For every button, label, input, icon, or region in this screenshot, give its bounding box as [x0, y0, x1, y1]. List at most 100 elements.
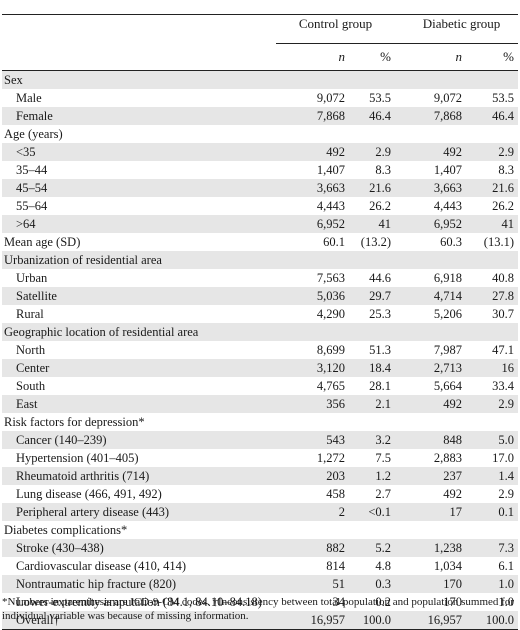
- diabetic-n-cell: 492: [395, 395, 466, 413]
- diabetic-pct-cell: (13.1): [483, 235, 514, 249]
- row-label: Cancer (140–239): [2, 431, 276, 449]
- control-pct-cell: 7.5: [375, 451, 391, 465]
- control-n-cell: [276, 251, 349, 269]
- row-label: Hypertension (401–405): [16, 451, 139, 465]
- diabetic-n-cell: 492: [443, 487, 462, 501]
- diabetic-pct-cell: 1.4: [466, 467, 518, 485]
- diabetic-n-cell: 9,072: [433, 91, 462, 105]
- diabetic-n-cell: 1,238: [395, 539, 466, 557]
- diabetic-pct-cell: 2.9: [466, 395, 518, 413]
- control-n-cell: 356: [276, 395, 349, 413]
- control-n-cell: 6,952: [276, 215, 349, 233]
- diabetic-n-cell: 60.3: [440, 235, 462, 249]
- control-pct-cell: 4.8: [375, 559, 391, 573]
- diabetic-pct-cell: [466, 70, 518, 89]
- control-n-cell: [276, 323, 349, 341]
- diabetic-n-cell: 7,868: [395, 107, 466, 125]
- control-pct-cell: 28.1: [369, 379, 391, 393]
- control-pct-cell: [349, 251, 395, 269]
- diabetic-pct-cell: [466, 323, 518, 341]
- diabetic-pct-cell: 33.4: [492, 379, 514, 393]
- control-n-cell: 1,407: [316, 163, 345, 177]
- diabetic-n-cell: [395, 251, 466, 269]
- diabetic-n-cell: 492: [395, 143, 466, 161]
- control-n-cell: 1,272: [316, 451, 345, 465]
- row-label: South: [16, 379, 46, 393]
- control-pct-cell: 2.1: [349, 395, 395, 413]
- row-label: Lower-extremity amputation (84.1, 84.10–…: [16, 595, 262, 609]
- diabetic-n-cell: [395, 413, 466, 431]
- control-pct-cell: [349, 521, 395, 539]
- control-pct-cell: 53.5: [369, 91, 391, 105]
- row-label: 35–44: [16, 163, 48, 177]
- row-label: Satellite: [2, 287, 276, 305]
- control-pct-cell: 100.0: [349, 611, 395, 630]
- diabetic-pct-cell: 100.0: [466, 611, 518, 630]
- diabetic-n-cell: [395, 323, 466, 341]
- table-row: 45–54 3,663 21.6 3,663 21.6: [2, 179, 518, 197]
- control-pct-cell: [349, 323, 395, 341]
- control-n-cell: [276, 70, 349, 89]
- control-pct-cell: 21.6: [349, 179, 395, 197]
- diabetic-n-cell: 2,713: [395, 359, 466, 377]
- diabetic-n-header: n: [395, 43, 466, 71]
- row-label: Overall†: [2, 611, 276, 630]
- control-n-cell: 7,868: [276, 107, 349, 125]
- diabetic-n-cell: 6,952: [395, 215, 466, 233]
- diabetic-n-cell: 5,664: [433, 379, 462, 393]
- table-row: Rural 4,290 25.3 5,206 30.7: [2, 305, 518, 323]
- row-label: Risk factors for depression*: [4, 415, 145, 429]
- control-n-header: n: [276, 43, 349, 71]
- table-row: South 4,765 28.1 5,664 33.4: [2, 377, 518, 395]
- section-row: Diabetes complications*: [2, 521, 518, 539]
- table-row: North 8,699 51.3 7,987 47.1: [2, 341, 518, 359]
- control-n-cell: 2: [276, 503, 349, 521]
- control-pct-cell: 0.2: [375, 595, 391, 609]
- diabetic-n-cell: 237: [395, 467, 466, 485]
- control-n-cell: 8,699: [316, 343, 345, 357]
- table-row: Male 9,072 53.5 9,072 53.5: [2, 89, 518, 107]
- table-row: Overall† 16,957 100.0 16,957 100.0: [2, 611, 518, 630]
- row-label: <35: [2, 143, 276, 161]
- diabetic-n-cell: [395, 125, 466, 143]
- control-n-cell: [276, 413, 349, 431]
- diabetic-pct-header: %: [466, 43, 518, 71]
- diabetic-pct-cell: 40.8: [492, 271, 514, 285]
- row-label: Rural: [16, 307, 44, 321]
- control-pct-cell: 5.2: [349, 539, 395, 557]
- diabetic-n-cell: 848: [395, 431, 466, 449]
- control-pct-cell: 1.2: [349, 467, 395, 485]
- diabetic-n-cell: 170: [395, 575, 466, 593]
- control-n-cell: 3,120: [276, 359, 349, 377]
- control-n-cell: [276, 521, 349, 539]
- control-n-cell: 4,443: [316, 199, 345, 213]
- table-footnote: *Numbers in parenthesis are ICD-9-CM cod…: [2, 596, 514, 622]
- diabetic-pct-cell: 8.3: [498, 163, 514, 177]
- table-row: Urban 7,563 44.6 6,918 40.8: [2, 269, 518, 287]
- control-pct-cell: (13.2): [360, 235, 391, 249]
- diabetic-n-cell: 3,663: [395, 179, 466, 197]
- row-label: Male: [16, 91, 42, 105]
- diabetic-pct-cell: 1.0: [466, 575, 518, 593]
- diabetic-n-cell: [395, 521, 466, 539]
- control-pct-cell: 51.3: [369, 343, 391, 357]
- control-pct-header: %: [349, 43, 395, 71]
- table-row: >64 6,952 41 6,952 41: [2, 215, 518, 233]
- diabetic-pct-cell: 17.0: [492, 451, 514, 465]
- diabetic-pct-cell: 2.9: [498, 487, 514, 501]
- control-pct-cell: 25.3: [369, 307, 391, 321]
- control-n-cell: 543: [276, 431, 349, 449]
- control-pct-cell: 41: [349, 215, 395, 233]
- diabetic-n-cell: 1,034: [433, 559, 462, 573]
- row-label: Peripheral artery disease (443): [2, 503, 276, 521]
- control-pct-cell: 18.4: [349, 359, 395, 377]
- row-label: Rheumatoid arthritis (714): [2, 467, 276, 485]
- diabetic-pct-cell: 53.5: [492, 91, 514, 105]
- control-n-cell: 4,765: [316, 379, 345, 393]
- table-body: Sex Male 9,072 53.5 9,072 53.5 Female 7,868 46.4…: [2, 70, 518, 630]
- row-label: >64: [2, 215, 276, 233]
- control-n-cell: 60.1: [323, 235, 345, 249]
- row-label: Urban: [16, 271, 48, 285]
- diabetic-n-cell: 16,957: [395, 611, 466, 630]
